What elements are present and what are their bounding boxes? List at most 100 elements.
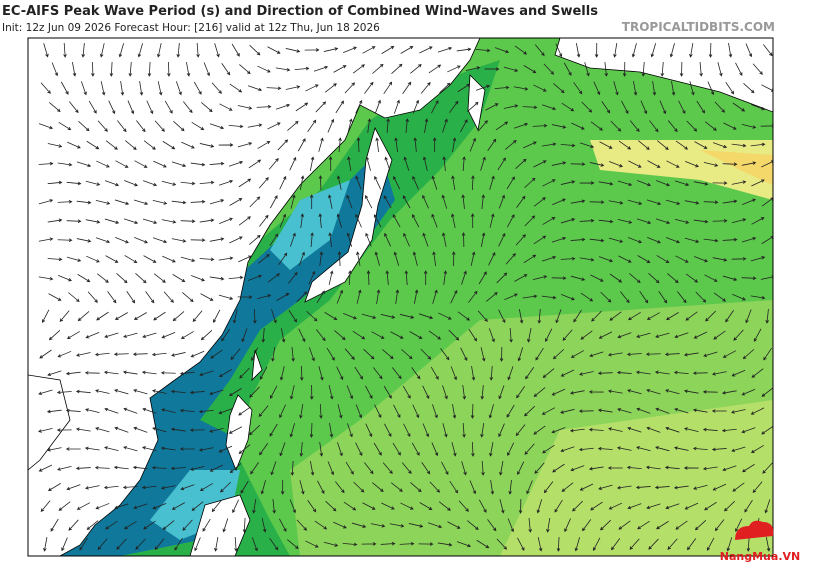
arrow xyxy=(432,289,438,304)
arrow xyxy=(413,137,418,153)
arrow xyxy=(270,461,277,476)
arrow xyxy=(579,257,595,262)
arrow xyxy=(438,312,452,320)
arrow xyxy=(399,313,415,319)
arrow xyxy=(404,270,409,286)
arrow xyxy=(328,232,332,247)
arrow xyxy=(481,194,485,210)
arrow xyxy=(68,519,79,531)
arrow xyxy=(731,369,746,377)
arrow xyxy=(751,217,765,225)
arrow xyxy=(347,156,352,171)
arrow xyxy=(732,482,745,492)
arrow xyxy=(645,352,661,356)
arrow xyxy=(714,519,725,532)
arrow xyxy=(383,81,393,95)
map xyxy=(28,38,773,556)
arrow xyxy=(261,327,266,343)
arrow xyxy=(318,175,323,191)
arrow xyxy=(75,427,91,432)
arrow xyxy=(252,499,257,514)
arrow xyxy=(209,161,225,166)
ocean-zone xyxy=(270,180,350,270)
arrow xyxy=(180,484,195,491)
arrow xyxy=(522,105,538,110)
arrow xyxy=(517,537,525,551)
arrow xyxy=(432,251,437,266)
arrow xyxy=(761,425,773,435)
arrow xyxy=(229,83,243,93)
arrow xyxy=(103,485,119,490)
arrow xyxy=(249,44,261,56)
arrow xyxy=(319,442,324,457)
arrow xyxy=(422,194,429,209)
arrow xyxy=(420,81,431,94)
arrow xyxy=(241,328,248,343)
arrow xyxy=(598,181,614,186)
arrow xyxy=(48,293,62,301)
arrow xyxy=(218,445,233,453)
arrow xyxy=(646,426,661,433)
arrow xyxy=(674,446,689,451)
arrow xyxy=(355,213,362,228)
arrow xyxy=(551,124,567,129)
arrow xyxy=(574,537,581,552)
arrow xyxy=(123,332,138,338)
arrow xyxy=(315,101,327,113)
arrow xyxy=(190,350,205,358)
arrow xyxy=(542,368,555,378)
arrow xyxy=(356,137,361,153)
arrow xyxy=(631,43,637,58)
arrow xyxy=(647,236,661,244)
arrow xyxy=(371,331,385,339)
arrow xyxy=(95,503,110,510)
arrow xyxy=(450,289,458,304)
arrow xyxy=(75,389,91,394)
arrow xyxy=(401,349,413,360)
arrow xyxy=(305,84,319,92)
arrow xyxy=(290,232,296,247)
arrow xyxy=(289,385,295,400)
arrow xyxy=(308,270,316,285)
arrow xyxy=(161,331,176,339)
arrow xyxy=(410,63,422,74)
arrow xyxy=(221,329,231,342)
arrow xyxy=(85,331,100,339)
arrow xyxy=(508,479,512,495)
arrow xyxy=(251,347,259,362)
arrow xyxy=(289,423,296,438)
arrow xyxy=(57,162,73,167)
arrow xyxy=(336,366,344,381)
arrow xyxy=(471,175,475,191)
arrow xyxy=(142,407,157,414)
arrow xyxy=(161,180,177,186)
arrow xyxy=(68,292,80,303)
arrow xyxy=(76,238,92,243)
arrow xyxy=(601,101,611,114)
arrow xyxy=(468,328,477,342)
arrow xyxy=(711,409,727,413)
arrow xyxy=(636,218,652,225)
arrow xyxy=(443,270,448,285)
arrow xyxy=(608,200,624,205)
arrow xyxy=(318,137,324,152)
arrow xyxy=(741,427,756,434)
arrow xyxy=(422,156,428,171)
arrow xyxy=(597,408,613,413)
arrow xyxy=(569,428,585,433)
arrow xyxy=(498,309,506,324)
watermark-text: NangMua.VN xyxy=(720,550,800,563)
arrow xyxy=(363,348,375,360)
arrow xyxy=(141,370,157,375)
arrow xyxy=(290,194,296,209)
arrow xyxy=(104,218,120,224)
arrow xyxy=(202,518,211,532)
arrow xyxy=(619,291,630,304)
arrow xyxy=(750,407,765,415)
arrow xyxy=(259,443,269,456)
arrow xyxy=(764,499,771,514)
arrow xyxy=(300,213,305,228)
arrow xyxy=(552,348,565,360)
arrow xyxy=(382,462,393,474)
arrow xyxy=(134,160,148,168)
